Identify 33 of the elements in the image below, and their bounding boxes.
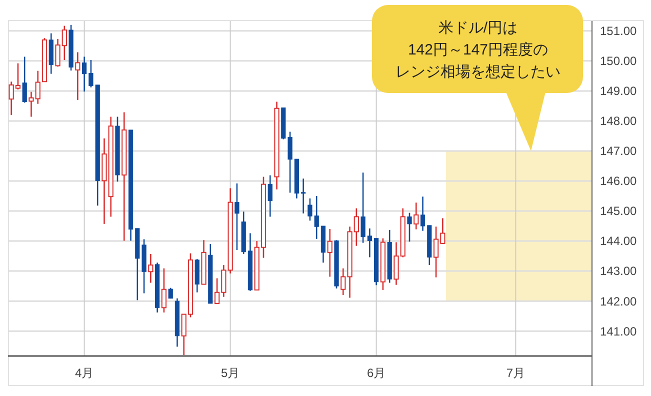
x-tick-label: 5月 <box>220 366 240 380</box>
candlestick <box>407 212 412 242</box>
y-tick-label: 147.00 <box>600 144 638 158</box>
y-tick-label: 141.00 <box>600 324 638 338</box>
annotation: 米ドル/円は <box>438 19 518 36</box>
y-tick-label: 146.00 <box>600 174 638 188</box>
candlestick <box>168 287 173 300</box>
x-tick-label: 4月 <box>74 366 94 380</box>
candlestick <box>148 253 154 284</box>
y-tick-label: 143.00 <box>600 264 638 278</box>
candlestick <box>75 52 80 101</box>
annotation: 142円～147円程度の <box>408 41 548 58</box>
y-tick-label: 148.00 <box>600 114 638 128</box>
y-tick-label: 144.00 <box>600 234 638 248</box>
y-tick-label: 151.00 <box>600 24 638 38</box>
candlestick <box>367 228 372 258</box>
candlestick <box>161 268 167 314</box>
y-tick-label: 145.00 <box>600 204 638 218</box>
x-tick-label: 6月 <box>366 366 386 380</box>
candlestick <box>301 178 306 214</box>
y-tick-label: 150.00 <box>600 54 638 68</box>
candlestick <box>420 196 426 232</box>
y-tick-label: 142.00 <box>600 294 638 308</box>
candlestick <box>268 174 272 218</box>
annotation: レンジ相場を想定したい <box>396 63 560 80</box>
candlestick <box>327 228 332 278</box>
candlestick <box>360 172 366 244</box>
candlestick <box>22 56 27 104</box>
candlestick <box>82 56 87 92</box>
candlestick <box>414 202 419 230</box>
y-tick-label: 149.00 <box>600 84 638 98</box>
x-tick-label: 7月 <box>506 366 526 380</box>
candlestick <box>234 182 240 251</box>
